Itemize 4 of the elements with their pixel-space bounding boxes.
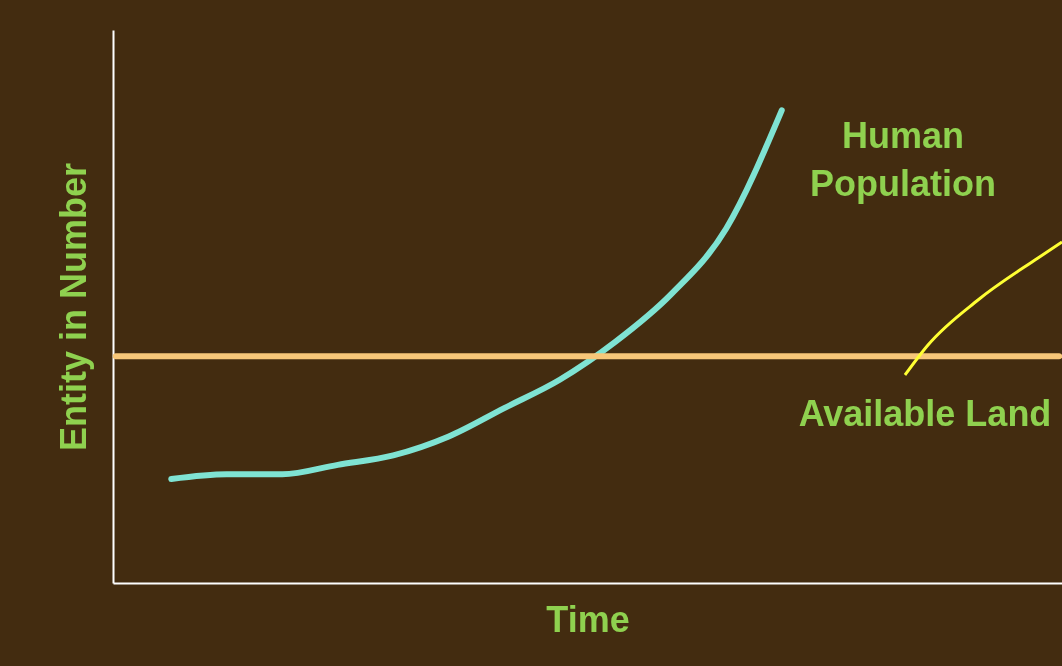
y-axis-title: Entity in Number	[52, 162, 94, 452]
series-label: Human Population	[810, 115, 996, 204]
series-label: Available Land	[798, 393, 1052, 434]
x-axis-title: Time	[546, 598, 630, 640]
